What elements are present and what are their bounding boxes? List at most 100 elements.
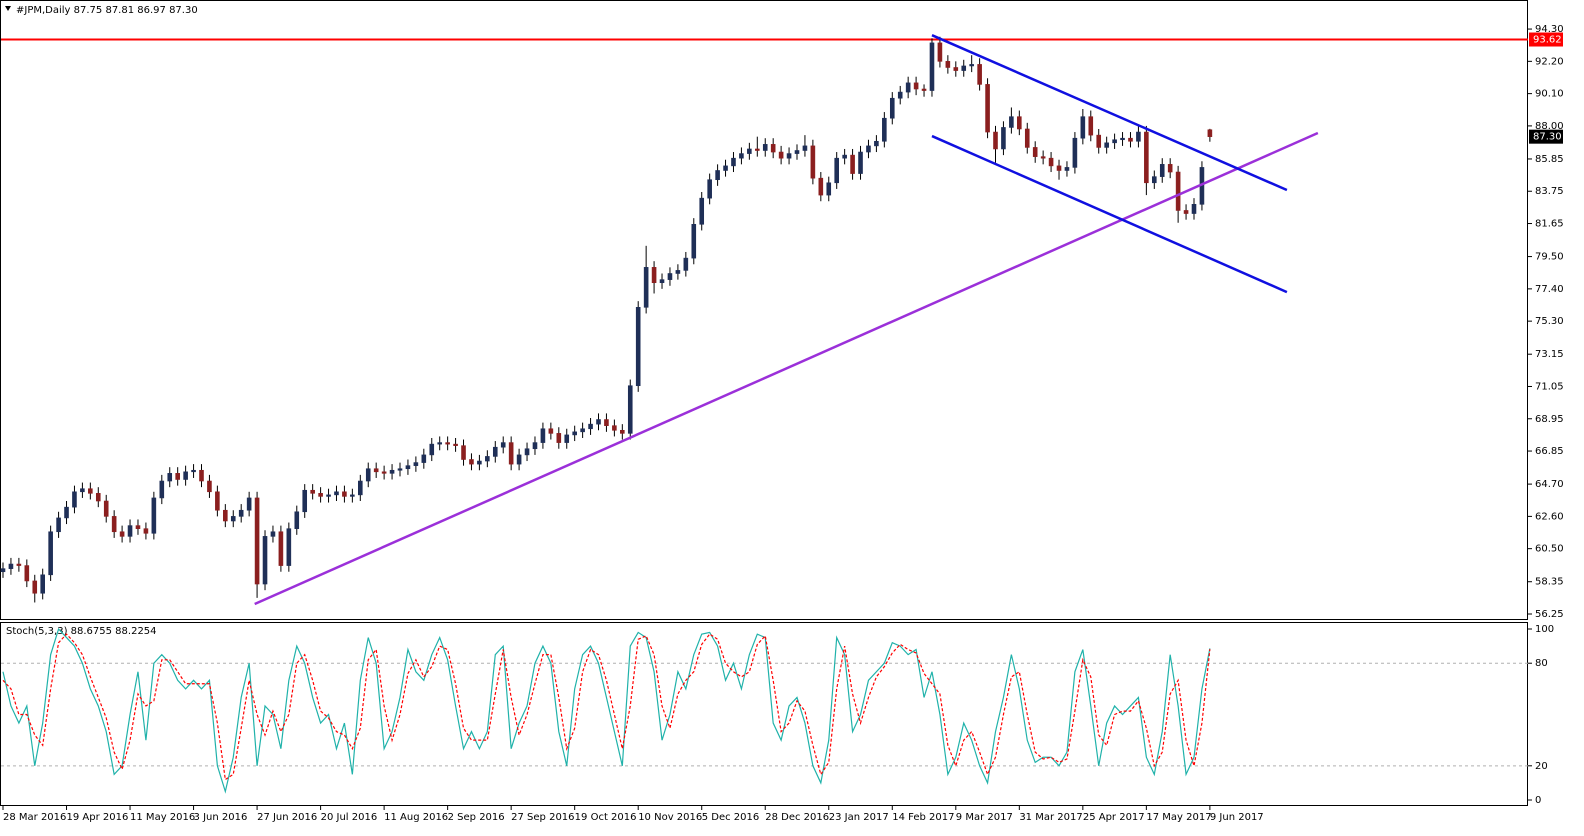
candle-body [786,153,792,159]
candle-body [461,445,466,460]
candle-body [794,150,800,154]
candle-body [635,307,641,387]
y-tick-label: 68.95 [1535,414,1564,425]
candle-body [747,148,752,154]
y-tick-label: 62.60 [1535,511,1564,522]
y-tick-label: 100 [1535,624,1554,635]
candle-body [143,528,149,534]
candle-body [485,456,490,462]
candle-body [223,509,228,522]
candle-body [159,480,165,499]
last-price-label: 87.30 [1533,132,1562,143]
candle-body [103,500,109,517]
candle-body [342,491,347,497]
price-level-label: 93.62 [1533,35,1562,46]
candle-body [0,568,6,573]
candle-body [1032,147,1038,157]
y-tick-label: 0 [1535,795,1541,806]
candle-body [508,442,514,465]
candle-body [858,151,863,174]
candle-body [1136,131,1141,142]
candle-body [882,117,887,142]
x-tick-label: 27 Sep 2016 [511,812,574,823]
candle-body [445,442,450,445]
candle-body [72,491,77,508]
candle-body [532,442,538,450]
candle-body [215,491,220,511]
candle-body [866,145,871,153]
candle-body [230,516,236,522]
x-tick-label: 3 Jun 2016 [194,812,248,823]
candle-body [270,531,276,537]
candle-body [826,182,832,196]
candle-body [929,42,935,91]
y-tick-label: 81.65 [1535,219,1564,230]
candle-body [1017,116,1022,130]
candle-body [357,480,363,496]
stoch-panel [0,622,1528,806]
candle-body [921,88,927,91]
y-tick-label: 85.85 [1535,154,1564,165]
candle-body [810,145,816,179]
x-tick-label: 9 Jun 2017 [1210,812,1264,823]
candle-body [993,131,998,150]
y-tick-label: 80 [1535,658,1548,669]
candle-body [897,91,903,99]
candle-body [913,82,919,90]
candle-body [326,494,331,497]
y-tick-label: 88.00 [1535,121,1564,132]
candle-body [1112,139,1117,144]
candle-body [135,525,141,529]
candle-body [1128,137,1133,142]
candle-body [556,433,562,443]
candle-body [540,428,546,443]
candle-body [492,446,498,457]
candle-body [548,428,554,434]
candle-body [1040,156,1046,159]
candle-body [1024,128,1030,148]
stoch-line [2,633,1211,781]
candle-body [1088,116,1094,136]
candle-body [318,493,323,497]
candle-body [40,574,46,594]
candle-body [48,531,53,576]
candle-body [16,563,22,566]
candle-body [207,480,212,493]
candle-body [564,434,570,443]
chart-title: #JPM,Daily 87.75 87.81 86.97 87.30 [16,5,198,16]
x-tick-label: 28 Mar 2016 [3,812,66,823]
candle-body [262,536,268,585]
stoch-title: Stoch(5,3,3) 88.6755 88.2254 [6,626,157,637]
x-tick-label: 11 May 2016 [130,812,195,823]
candle-body [977,64,982,85]
x-tick-label: 17 May 2017 [1146,812,1211,823]
candle-body [119,531,125,537]
candle-body [32,580,38,594]
candle-body [651,267,657,284]
candle-body [802,145,808,151]
candle-body [643,267,649,308]
candle-body [199,469,204,482]
symbol-menu-icon[interactable] [5,6,11,11]
y-tick-label: 79.50 [1535,252,1564,263]
candle-body [310,489,315,494]
candle-body [1175,171,1181,211]
candle-body [413,462,419,466]
candle-body [1048,157,1054,167]
candle-body [88,488,93,494]
candle-body [834,157,840,184]
candle-body [294,511,300,529]
x-tick-label: 14 Feb 2017 [892,812,954,823]
y-tick-label: 71.05 [1535,381,1564,392]
candle-body [56,517,61,533]
candle-body [302,489,308,513]
candle-body [350,494,355,497]
candle-body [516,454,522,465]
candle-body [278,531,284,566]
candle-body [175,473,180,480]
x-tick-label: 20 Jul 2016 [321,812,378,823]
candle-body [405,465,411,470]
y-tick-label: 75.30 [1535,316,1564,327]
